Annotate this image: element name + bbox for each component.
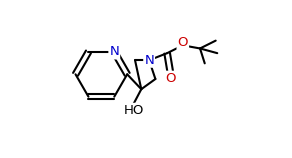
Text: N: N (144, 54, 154, 67)
Text: O: O (165, 72, 175, 85)
Text: O: O (178, 36, 188, 49)
Text: N: N (110, 45, 119, 58)
Text: HO: HO (123, 104, 144, 117)
